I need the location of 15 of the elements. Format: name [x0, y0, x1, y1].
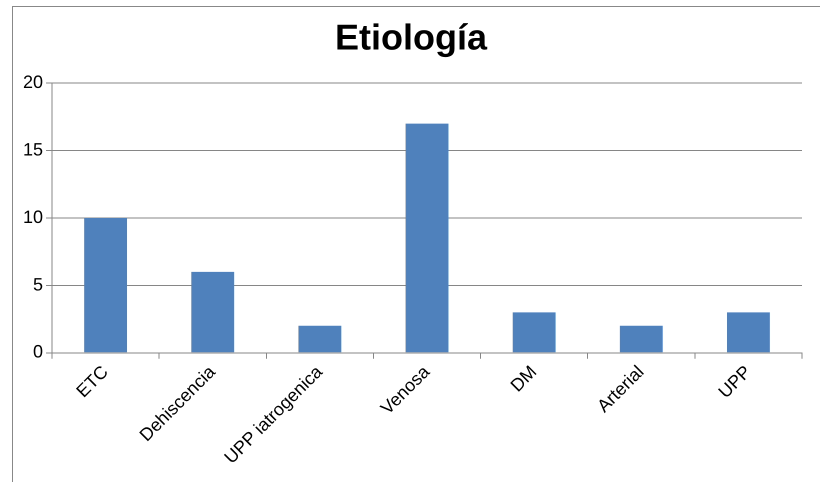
bar — [406, 124, 448, 352]
y-tick-label: 0 — [33, 342, 44, 362]
bar — [84, 218, 128, 352]
y-tick-label: 5 — [33, 274, 44, 294]
bar — [191, 272, 234, 352]
x-tick-label: DM — [506, 362, 540, 396]
chart-title: Etiología — [335, 16, 488, 58]
y-tick-label: 15 — [22, 140, 44, 160]
bar — [298, 326, 342, 352]
bar — [727, 312, 770, 352]
bar — [620, 326, 663, 352]
y-tick-label: 10 — [22, 206, 44, 227]
bar — [512, 312, 556, 352]
y-tick-label: 20 — [22, 72, 44, 92]
x-tick-label: UPP — [714, 362, 755, 402]
